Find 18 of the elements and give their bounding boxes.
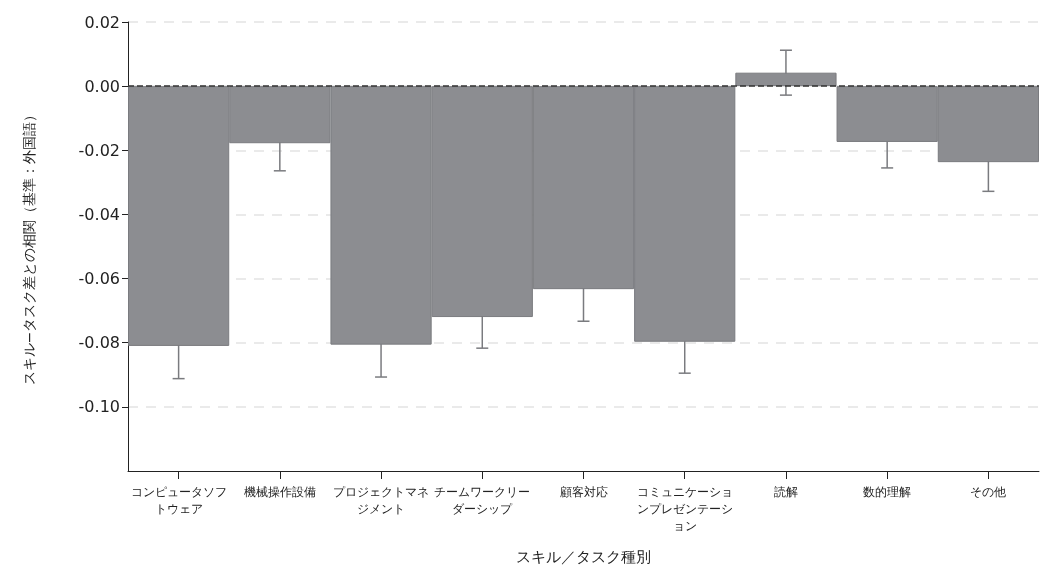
y-tick-label: 0.00 <box>84 76 120 96</box>
x-tick-label: 読解 <box>773 484 798 499</box>
y-tick-label: 0.02 <box>84 12 120 32</box>
x-tick-label: 顧客対応 <box>559 484 608 499</box>
y-axis-title: スキル−タスク差との相関（基準：外国語） <box>21 107 37 386</box>
x-tick-label: 機械操作設備 <box>243 484 316 499</box>
y-tick-label: -0.08 <box>78 333 120 353</box>
x-tick-label: チームワークリーダーシップ <box>434 484 531 516</box>
y-tick-label: -0.04 <box>78 204 120 224</box>
x-tick-label: その他 <box>970 484 1007 499</box>
x-tick-label: プロジェクトマネジメント <box>333 484 430 516</box>
x-axis-title: スキル／タスク種別 <box>516 547 651 566</box>
x-tick-label: 数的理解 <box>863 484 912 499</box>
x-tick-label: コミュニケーションプレゼンテーション <box>636 484 733 533</box>
x-tick-label: コンピュータソフトウェア <box>130 484 227 516</box>
y-tick-label: -0.06 <box>78 269 120 289</box>
y-tick-label: -0.10 <box>78 397 120 417</box>
y-tick-label: -0.02 <box>78 140 120 160</box>
